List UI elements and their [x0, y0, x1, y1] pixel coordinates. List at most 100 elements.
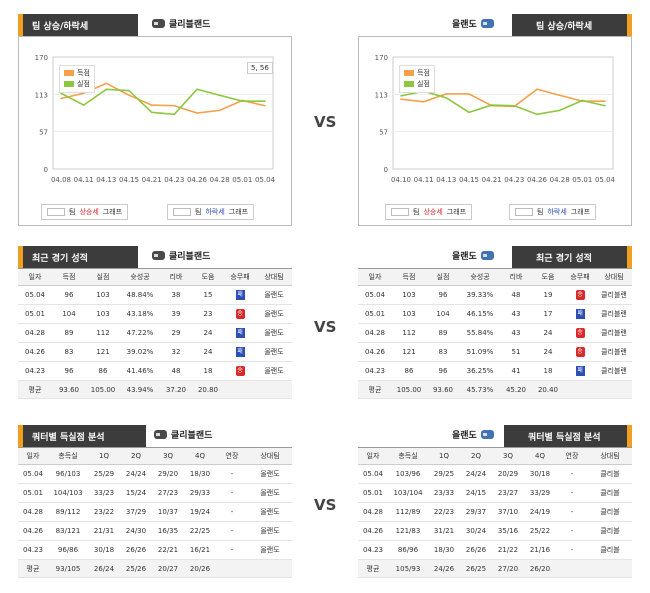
- table-cell: 04.23: [358, 361, 392, 381]
- right-trend-tab: 팀 상승/하락세: [512, 14, 632, 36]
- data-point: [513, 104, 516, 107]
- right-quarter-table: 일자 총득실 1Q 2Q 3Q 4Q 연장 상대팀 05.04 103/96 29/25 24/24 2…: [358, 447, 632, 578]
- result-cell: 패: [564, 361, 596, 381]
- right-fall-graph-button[interactable]: 팀 하락세 그래프: [509, 204, 597, 220]
- data-point: [105, 88, 108, 91]
- x-tick-label: 04.23: [164, 176, 184, 184]
- x-tick-label: 04.26: [187, 176, 208, 184]
- table-cell: 24/30: [120, 521, 152, 541]
- table-cell: 20/29: [492, 464, 524, 484]
- series-line-score: [60, 82, 266, 114]
- table-cell: 04.23: [18, 540, 48, 560]
- table-cell: 39: [160, 304, 192, 324]
- column-header: 상대팀: [596, 268, 632, 286]
- column-header: 도움: [192, 268, 224, 286]
- table-cell: 04.28: [358, 502, 388, 522]
- table-cell: 41.46%: [120, 361, 160, 381]
- column-header: 4Q: [184, 447, 216, 465]
- y-tick-label: 57: [39, 128, 48, 136]
- table-row: 05.04 96 103 48.84% 38 15 패 올랜도: [18, 285, 292, 305]
- result-cell: 승: [224, 361, 256, 381]
- fall-graph-icon: [173, 208, 191, 216]
- table-cell: [256, 380, 292, 399]
- result-badge: 패: [235, 290, 245, 300]
- table-cell: 25/29: [88, 464, 120, 484]
- table-cell: 26/20: [524, 559, 556, 578]
- table-cell: 86/96: [388, 540, 428, 560]
- table-cell: 103/104: [388, 483, 428, 503]
- data-point: [558, 94, 561, 97]
- x-tick-label: 05.01: [232, 176, 252, 184]
- result-badge: 패: [235, 328, 245, 338]
- table-cell: 51.09%: [460, 342, 500, 362]
- data-point: [422, 101, 425, 103]
- left-chart-legend: 득점 실점: [59, 65, 95, 93]
- vs-label-mid: VS: [314, 318, 337, 336]
- table-cell: 22/23: [428, 502, 460, 522]
- table-cell: 96: [426, 361, 460, 381]
- table-cell: 29/25: [428, 464, 460, 484]
- table-cell: 23/27: [492, 483, 524, 503]
- table-cell: 41: [500, 361, 532, 381]
- table-cell: 24/15: [460, 483, 492, 503]
- data-point: [468, 93, 470, 95]
- column-header: 1Q: [88, 447, 120, 465]
- data-point: [581, 99, 584, 102]
- table-cell: -: [216, 464, 248, 484]
- table-row: 04.28 112/89 22/23 29/37 37/10 24/19- 클리블: [358, 502, 632, 522]
- table-cell: 18/30: [184, 464, 216, 484]
- table-cell: 30/18: [88, 540, 120, 560]
- data-point: [536, 88, 538, 91]
- y-tick-label: 113: [35, 92, 48, 100]
- table-cell: 05.04: [358, 285, 392, 305]
- column-header: 상대팀: [256, 268, 292, 286]
- magic-logo-icon: [480, 430, 494, 439]
- table-cell: 89/112: [48, 502, 88, 522]
- opponent-cell: 올랜도: [256, 285, 292, 305]
- column-header: 리바: [500, 268, 532, 286]
- column-header: 일자: [18, 447, 48, 465]
- table-cell: 29/33: [184, 483, 216, 503]
- table-cell: 22/21: [152, 540, 184, 560]
- table-row: 04.28 112 89 55.84% 43 24 승 클리블랜: [358, 323, 632, 343]
- table-cell: 112/89: [388, 502, 428, 522]
- table-cell: 20/27: [152, 559, 184, 578]
- result-cell: 승: [564, 342, 596, 362]
- left-rise-graph-button[interactable]: 팀 상승세 그래프: [41, 204, 129, 220]
- table-cell: [216, 559, 248, 578]
- left-trend-team: 클리블랜드: [152, 17, 210, 30]
- table-cell: 올랜도: [248, 502, 292, 522]
- table-cell: 112: [86, 323, 120, 343]
- table-cell: 04.28: [18, 502, 48, 522]
- table-cell: 43.94%: [120, 380, 160, 399]
- right-quarter-tab: 쿼터별 득실점 분석: [504, 425, 632, 447]
- column-header: 3Q: [152, 447, 184, 465]
- column-header: 연장: [216, 447, 248, 465]
- x-tick-label: 04.21: [482, 176, 502, 184]
- table-cell: 올랜도: [248, 483, 292, 503]
- result-badge: 승: [575, 328, 585, 338]
- data-point: [445, 93, 448, 95]
- table-cell: 평균: [18, 380, 52, 399]
- table-cell: 04.26: [18, 342, 52, 362]
- table-row: 04.23 86/96 18/30 26/26 21/22 21/16- 클리블: [358, 540, 632, 560]
- table-row: 04.26 83/121 21/31 24/30 16/35 22/25- 올랜도: [18, 521, 292, 541]
- table-cell: -: [556, 540, 588, 560]
- average-row: 평균 93/105 26/24 25/26 20/27 20/26: [18, 559, 292, 578]
- rise-graph-icon: [391, 208, 409, 216]
- table-cell: -: [216, 502, 248, 522]
- table-cell: 112: [392, 323, 426, 343]
- data-point: [196, 112, 198, 114]
- cavaliers-logo-icon: [152, 251, 165, 260]
- table-row: 04.26 121 83 51.09% 51 24 승 클리블랜: [358, 342, 632, 362]
- left-fall-graph-button[interactable]: 팀 하락세 그래프: [167, 204, 255, 220]
- data-point: [558, 109, 561, 112]
- right-rise-graph-button[interactable]: 팀 상승세 그래프: [385, 204, 473, 220]
- table-cell: 23/22: [88, 502, 120, 522]
- data-point: [218, 94, 221, 97]
- result-badge: 패: [575, 366, 585, 376]
- table-cell: 26/26: [460, 540, 492, 560]
- right-recent-tab: 최근 경기 성적: [512, 246, 632, 268]
- table-cell: 19/24: [184, 502, 216, 522]
- table-cell: 20.80: [192, 380, 224, 399]
